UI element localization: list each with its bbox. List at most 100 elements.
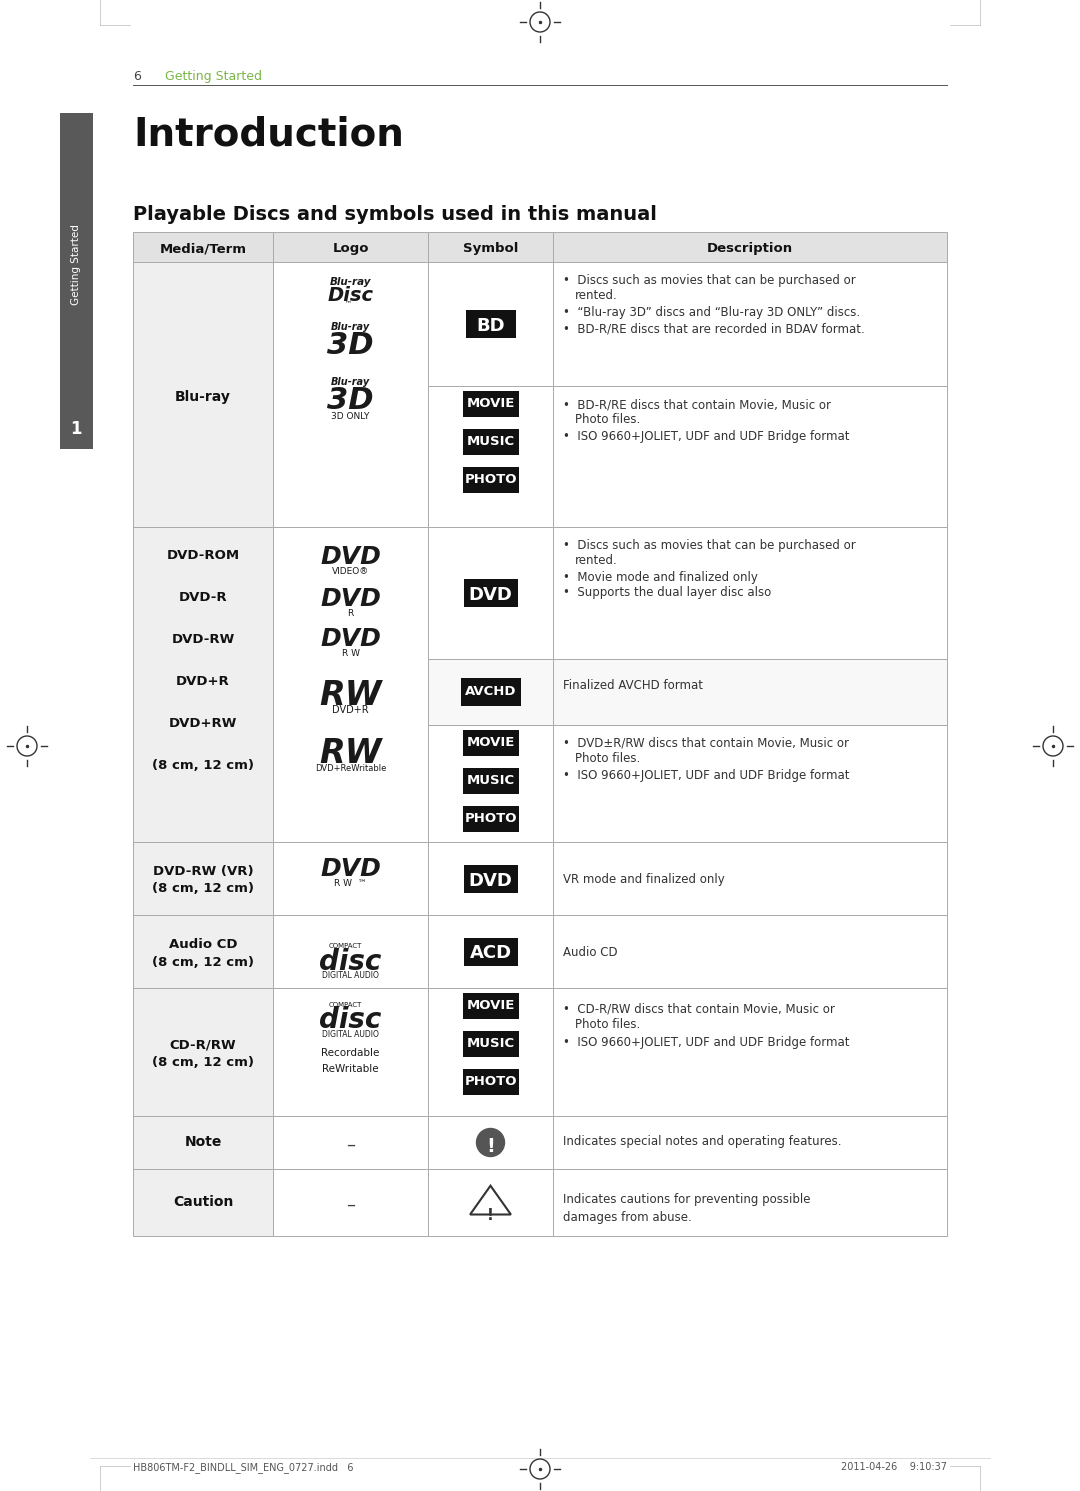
Text: ACD: ACD bbox=[470, 944, 512, 963]
Text: •  BD-R/RE discs that are recorded in BDAV format.: • BD-R/RE discs that are recorded in BDA… bbox=[563, 322, 865, 335]
Text: DIGITAL AUDIO: DIGITAL AUDIO bbox=[322, 972, 379, 981]
Bar bbox=[465, 310, 515, 338]
Text: DIGITAL AUDIO: DIGITAL AUDIO bbox=[322, 1030, 379, 1039]
Text: DVD-R: DVD-R bbox=[178, 590, 227, 604]
Text: Introduction: Introduction bbox=[133, 116, 404, 154]
Text: Blu-ray: Blu-ray bbox=[330, 377, 370, 388]
Bar bbox=[428, 262, 553, 386]
Bar bbox=[463, 865, 517, 893]
Bar bbox=[553, 915, 947, 989]
Text: DVD-RW: DVD-RW bbox=[172, 634, 234, 646]
Text: Photo files.: Photo files. bbox=[575, 751, 640, 765]
Text: Audio CD: Audio CD bbox=[168, 938, 238, 950]
Text: BD: BD bbox=[476, 318, 504, 335]
Text: Blu-ray: Blu-ray bbox=[329, 277, 372, 286]
Text: •  Supports the dual layer disc also: • Supports the dual layer disc also bbox=[563, 586, 771, 599]
Text: •  ISO 9660+JOLIET, UDF and UDF Bridge format: • ISO 9660+JOLIET, UDF and UDF Bridge fo… bbox=[563, 429, 850, 443]
Bar bbox=[462, 391, 518, 417]
Bar bbox=[462, 1069, 518, 1094]
Text: Caution: Caution bbox=[173, 1196, 233, 1209]
Text: R: R bbox=[348, 608, 353, 617]
Text: Indicates cautions for preventing possible: Indicates cautions for preventing possib… bbox=[563, 1193, 810, 1206]
Bar bbox=[463, 938, 517, 966]
Bar bbox=[273, 842, 428, 915]
Text: DVD: DVD bbox=[469, 872, 512, 890]
Bar bbox=[428, 1169, 553, 1236]
Bar bbox=[462, 731, 518, 756]
Text: DVD: DVD bbox=[320, 628, 381, 652]
Text: DVD+RW: DVD+RW bbox=[168, 717, 238, 731]
Text: –: – bbox=[346, 1196, 355, 1214]
Text: 3D: 3D bbox=[327, 386, 374, 414]
Bar bbox=[60, 113, 93, 416]
Text: CD-R/RW: CD-R/RW bbox=[170, 1038, 237, 1051]
Text: disc: disc bbox=[320, 1006, 381, 1033]
Text: DVD: DVD bbox=[320, 587, 381, 611]
Text: Media/Term: Media/Term bbox=[160, 242, 246, 255]
Text: Photo files.: Photo files. bbox=[575, 1018, 640, 1030]
Bar bbox=[553, 1115, 947, 1169]
Bar bbox=[428, 989, 553, 1115]
Text: 2011-04-26    9:10:37: 2011-04-26 9:10:37 bbox=[841, 1463, 947, 1472]
Text: Blu-ray: Blu-ray bbox=[175, 389, 231, 404]
Bar bbox=[273, 915, 428, 989]
Text: R W  ™: R W ™ bbox=[334, 878, 367, 887]
Text: rented.: rented. bbox=[575, 555, 618, 567]
Text: MUSIC: MUSIC bbox=[467, 435, 514, 447]
Text: MUSIC: MUSIC bbox=[467, 774, 514, 787]
Text: Disc: Disc bbox=[327, 286, 374, 306]
Text: •  “Blu-ray 3D” discs and “Blu-ray 3D ONLY” discs.: • “Blu-ray 3D” discs and “Blu-ray 3D ONL… bbox=[563, 306, 860, 319]
Text: VIDEO®: VIDEO® bbox=[332, 567, 369, 576]
Bar bbox=[462, 429, 518, 455]
Text: –: – bbox=[346, 1136, 355, 1154]
Bar bbox=[553, 725, 947, 842]
Bar bbox=[133, 989, 273, 1115]
Text: Recordable: Recordable bbox=[322, 1048, 380, 1059]
Text: PHOTO: PHOTO bbox=[464, 473, 516, 486]
Text: Getting Started: Getting Started bbox=[165, 70, 262, 83]
Text: (8 cm, 12 cm): (8 cm, 12 cm) bbox=[152, 1056, 254, 1069]
Bar bbox=[133, 915, 273, 989]
Bar bbox=[428, 659, 553, 725]
Text: Indicates special notes and operating features.: Indicates special notes and operating fe… bbox=[563, 1136, 841, 1148]
Text: ReWritable: ReWritable bbox=[322, 1065, 379, 1074]
Text: (8 cm, 12 cm): (8 cm, 12 cm) bbox=[152, 883, 254, 896]
Bar bbox=[553, 659, 947, 725]
Text: PHOTO: PHOTO bbox=[464, 1075, 516, 1088]
Circle shape bbox=[476, 1129, 504, 1157]
Bar bbox=[553, 842, 947, 915]
Text: Note: Note bbox=[185, 1136, 221, 1150]
Text: DVD+R: DVD+R bbox=[176, 675, 230, 687]
Text: •  Discs such as movies that can be purchased or: • Discs such as movies that can be purch… bbox=[563, 540, 855, 552]
Text: disc: disc bbox=[320, 948, 381, 977]
Bar bbox=[133, 842, 273, 915]
Text: !: ! bbox=[487, 1208, 494, 1223]
Bar bbox=[273, 989, 428, 1115]
Text: DVD+R: DVD+R bbox=[333, 705, 368, 716]
Bar bbox=[462, 768, 518, 795]
Text: Getting Started: Getting Started bbox=[71, 225, 81, 306]
Bar bbox=[462, 1030, 518, 1057]
Text: DVD: DVD bbox=[469, 586, 512, 604]
Text: MUSIC: MUSIC bbox=[467, 1038, 514, 1050]
Bar bbox=[133, 1115, 273, 1169]
Bar bbox=[133, 233, 273, 262]
Bar bbox=[428, 1115, 553, 1169]
Bar bbox=[60, 416, 93, 449]
Text: DVD+ReWritable: DVD+ReWritable bbox=[314, 763, 387, 772]
Bar bbox=[553, 989, 947, 1115]
Text: Finalized AVCHD format: Finalized AVCHD format bbox=[563, 678, 703, 692]
Bar bbox=[428, 725, 553, 842]
Bar bbox=[553, 262, 947, 386]
Text: •  Movie mode and finalized only: • Movie mode and finalized only bbox=[563, 571, 758, 584]
Text: COMPACT: COMPACT bbox=[328, 944, 362, 950]
Bar bbox=[273, 233, 428, 262]
Text: COMPACT: COMPACT bbox=[328, 1002, 362, 1008]
Text: Blu-ray: Blu-ray bbox=[330, 322, 370, 332]
Text: •  ISO 9660+JOLIET, UDF and UDF Bridge format: • ISO 9660+JOLIET, UDF and UDF Bridge fo… bbox=[563, 1036, 850, 1050]
Text: R W: R W bbox=[341, 649, 360, 658]
Bar bbox=[462, 467, 518, 494]
Polygon shape bbox=[470, 1185, 511, 1215]
Bar bbox=[428, 526, 553, 659]
Text: AVCHD: AVCHD bbox=[464, 684, 516, 698]
